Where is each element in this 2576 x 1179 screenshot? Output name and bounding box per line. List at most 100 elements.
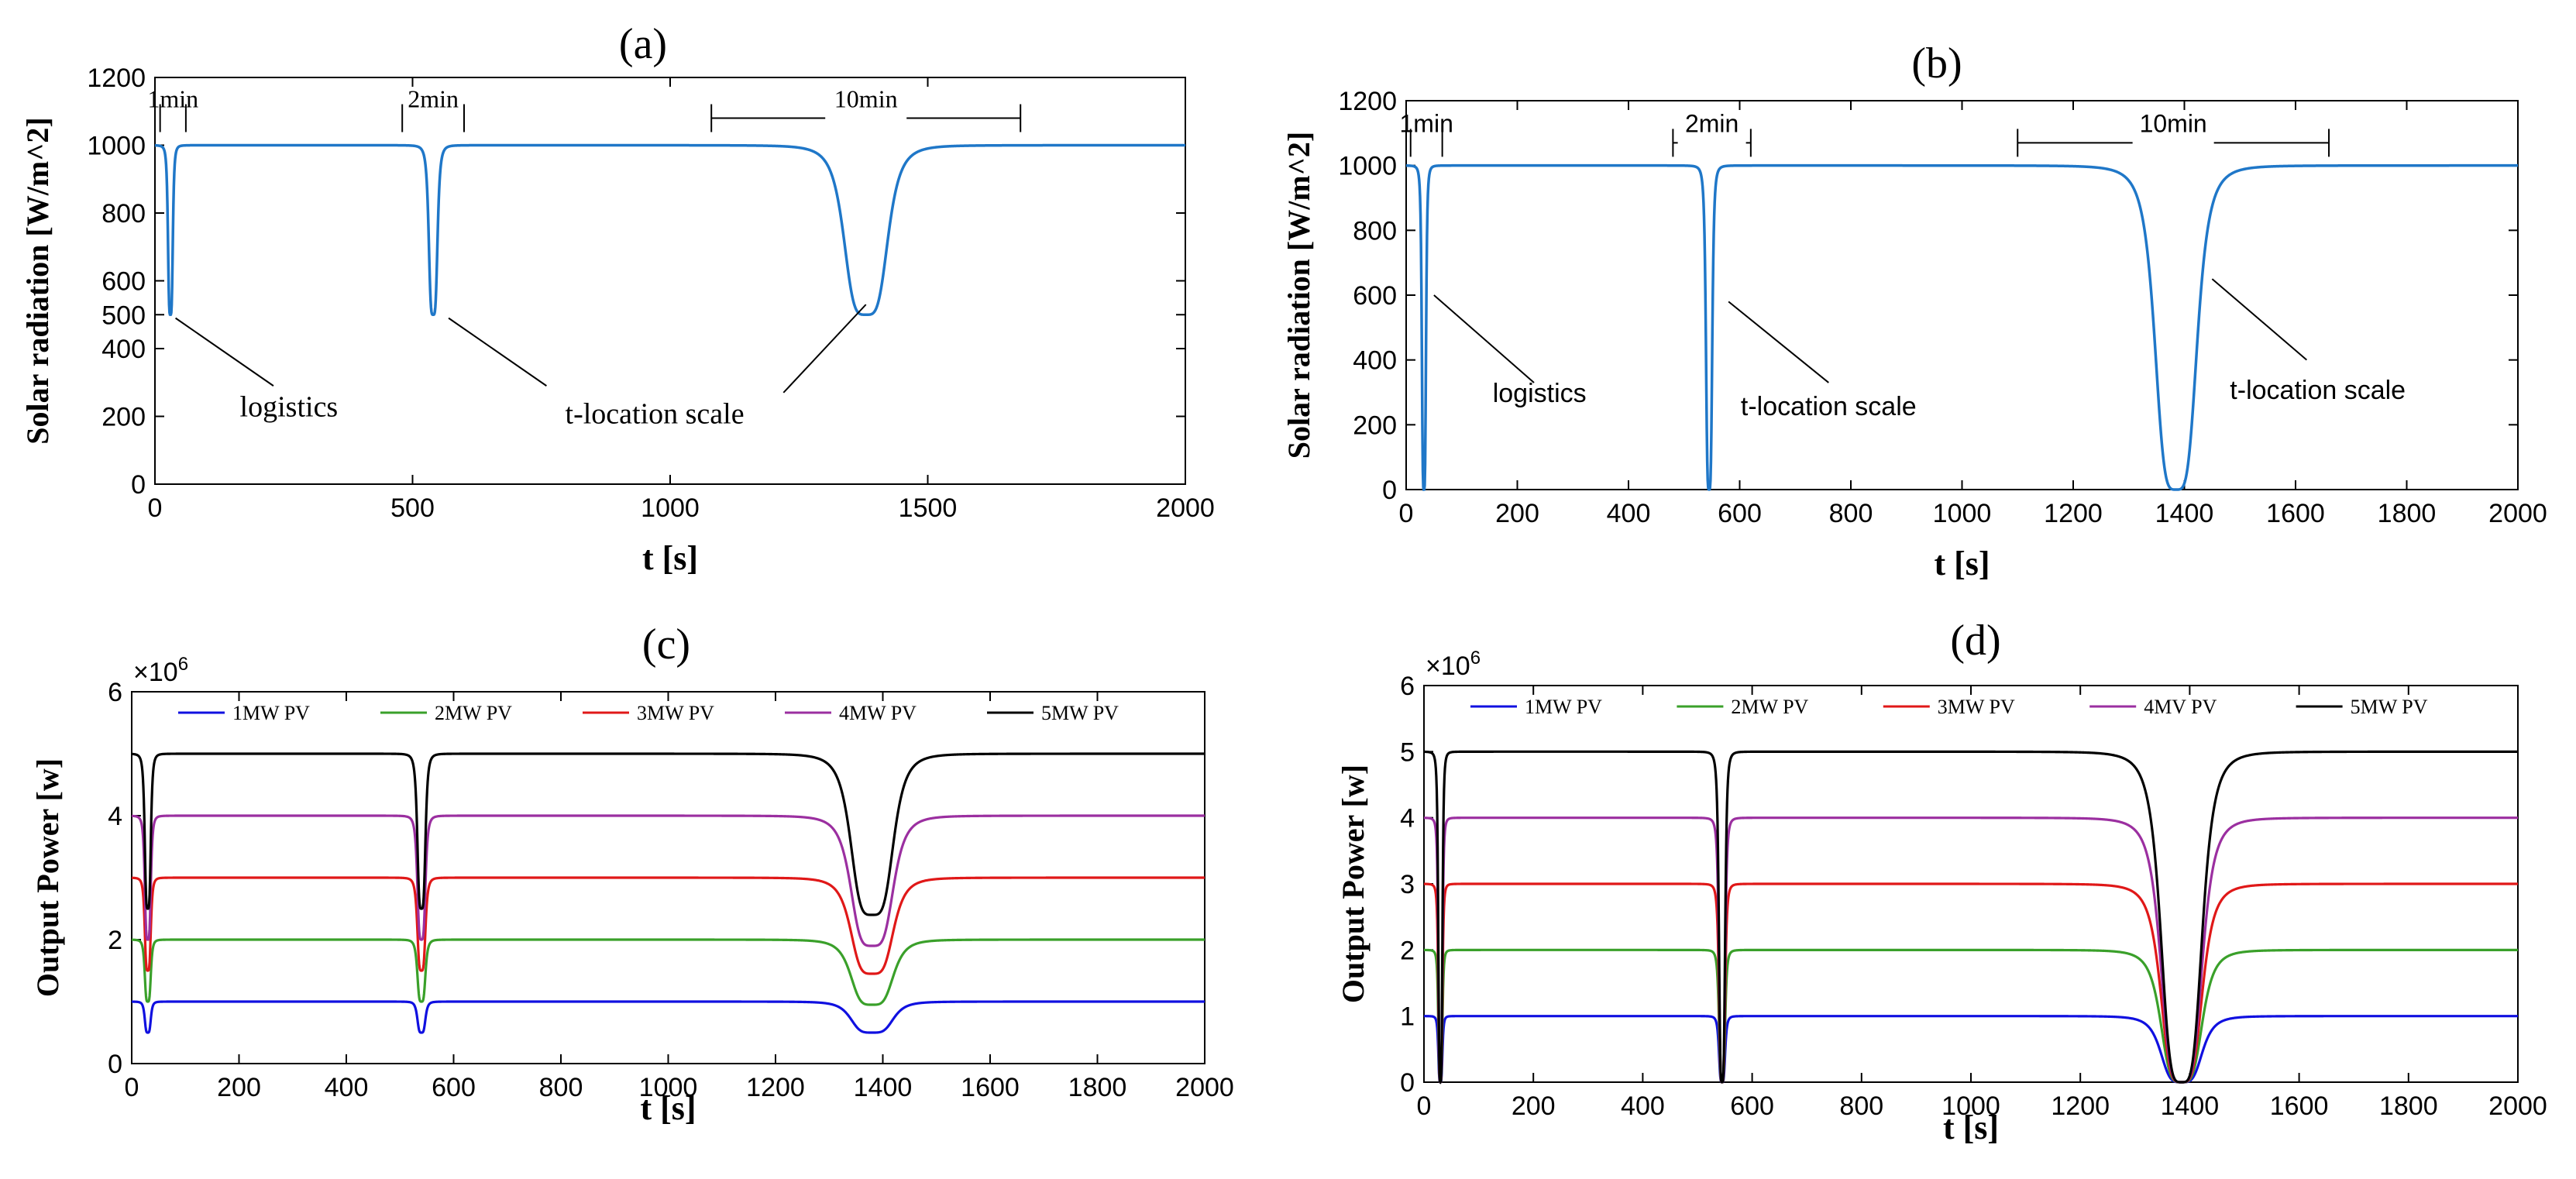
series-line-0 [1423, 1015, 2518, 1084]
y-tick-label: 0 [1382, 476, 1397, 505]
callout-label: logistics [1493, 379, 1587, 408]
x-tick-label: 400 [1607, 499, 1651, 528]
y-tick-label: 6 [108, 678, 122, 707]
y-tick-label: 800 [1353, 216, 1397, 246]
duration-label: 2min [1685, 109, 1739, 137]
x-tick-label: 600 [432, 1073, 476, 1102]
y-axis-label: Output Power [w] [1336, 765, 1371, 1003]
y-tick-label: 200 [1353, 411, 1397, 440]
x-tick-label: 1400 [2161, 1091, 2220, 1121]
y-tick-label: 0 [108, 1050, 122, 1079]
x-tick-label: 1000 [1941, 1091, 2000, 1121]
x-tick-label: 200 [1495, 499, 1539, 528]
x-tick-label: 800 [539, 1073, 583, 1102]
chart-panel-2: (c) 0 200 400 600 800 1000 1200 1400 1600 1800 2000… [30, 620, 1234, 1127]
x-tick-label: 2000 [1156, 493, 1215, 523]
x-tick-label: 1200 [2051, 1091, 2110, 1121]
y-tick-label: 4 [108, 802, 122, 831]
callout-label: t-location scale [1741, 392, 1917, 421]
y-tick-label: 0 [131, 470, 146, 500]
series-line-2 [1423, 882, 2518, 1084]
callout-label: t-location scale [566, 397, 745, 430]
series-line-4 [1423, 750, 2518, 1084]
series-line-1 [131, 938, 1205, 1006]
duration-label: 10min [834, 85, 898, 113]
y-axis-label: Output Power [w] [30, 758, 65, 997]
duration-label: 1min [147, 85, 198, 113]
x-tick-label: 600 [1730, 1091, 1774, 1121]
x-tick-label: 200 [217, 1073, 261, 1102]
y-tick-label: 1200 [87, 64, 146, 93]
x-tick-label: 2000 [2488, 1091, 2547, 1121]
y-tick-label: 6 [1400, 672, 1415, 701]
callout-leader [448, 317, 547, 387]
x-axis-label: t [s] [642, 539, 698, 577]
x-axis-label: t [s] [640, 1089, 696, 1127]
x-tick-label: 800 [1839, 1091, 1883, 1121]
legend-label: 3MW PV [1938, 696, 2015, 718]
chart-panel-1: (b)0 200 400 600 800 1000 1200 1400 1600 1800 2000… [1281, 40, 2547, 583]
x-axis-label: t [s] [1934, 545, 1990, 583]
x-tick-label: 1800 [1068, 1073, 1127, 1102]
axes-frame [1405, 100, 2519, 490]
series-line-0 [131, 1000, 1205, 1034]
duration-label: 1min [1400, 109, 1453, 137]
x-tick-label: 1600 [2270, 1091, 2329, 1121]
y-axis-label: Solar radiation [W/m^2] [1281, 132, 1316, 459]
scale-note: ×106 [1426, 648, 1481, 681]
x-tick-label: 0 [148, 493, 163, 523]
x-tick-label: 1000 [641, 493, 700, 523]
legend-label: 3MW PV [637, 702, 714, 724]
x-tick-label: 1600 [2266, 499, 2325, 528]
y-tick-label: 1 [1400, 1002, 1415, 1032]
y-tick-label: 1200 [1338, 87, 1397, 116]
x-tick-label: 500 [390, 493, 435, 523]
x-tick-label: 400 [1621, 1091, 1665, 1121]
series-line-1 [1424, 948, 2518, 1084]
x-tick-label: 0 [1399, 499, 1414, 528]
panel-label: (d) [1950, 617, 2000, 665]
y-tick-label: 2 [1400, 936, 1415, 965]
y-tick-label: 800 [101, 199, 146, 229]
y-tick-label: 0 [1400, 1068, 1415, 1098]
y-tick-label: 1000 [1338, 152, 1397, 181]
x-tick-label: 800 [1829, 499, 1873, 528]
y-tick-label: 600 [101, 267, 146, 297]
callout-leader [1728, 301, 1829, 383]
y-tick-label: 200 [101, 403, 146, 432]
y-tick-label: 5 [1400, 737, 1415, 767]
x-tick-label: 1500 [899, 493, 958, 523]
series-line-3 [1423, 816, 2518, 1084]
panel-label: (c) [642, 620, 690, 669]
legend-label: 4MW PV [839, 702, 917, 724]
duration-label: 2min [408, 85, 459, 113]
x-tick-label: 1200 [2044, 499, 2103, 528]
callout-label: logistics [240, 391, 339, 424]
y-axis-label: Solar radiation [W/m^2] [20, 117, 55, 445]
x-tick-label: 2000 [1175, 1073, 1234, 1102]
chart-panel-3: (d) 0 200 400 600 800 1000 1200 1400 1600 1800 2000… [1336, 617, 2547, 1146]
series-line-4 [131, 752, 1205, 916]
callout-leader [782, 304, 867, 394]
x-tick-label: 0 [125, 1073, 139, 1102]
y-tick-label: 4 [1400, 804, 1415, 834]
x-tick-label: 1000 [639, 1073, 698, 1102]
y-tick-label: 500 [101, 301, 146, 330]
chart-panel-0: (a)0 500 1000 1500 2000020040050060080010001… [20, 20, 1215, 577]
x-tick-label: 1800 [2379, 1091, 2438, 1121]
x-tick-label: 1800 [2378, 499, 2437, 528]
x-tick-label: 600 [1718, 499, 1762, 528]
x-tick-label: 1000 [1933, 499, 1992, 528]
callout-label: t-location scale [2230, 376, 2406, 405]
legend-label: 5MW PV [2351, 696, 2428, 718]
callout-leader [2211, 278, 2308, 361]
legend-label: 2MW PV [435, 702, 512, 724]
x-tick-label: 1200 [746, 1073, 805, 1102]
y-tick-label: 1000 [87, 132, 146, 161]
scale-note: ×106 [133, 654, 188, 687]
series-line [154, 143, 1185, 317]
legend-label: 2MW PV [1731, 696, 1808, 718]
duration-label: 10min [2140, 109, 2207, 137]
series-line [1405, 163, 2518, 491]
